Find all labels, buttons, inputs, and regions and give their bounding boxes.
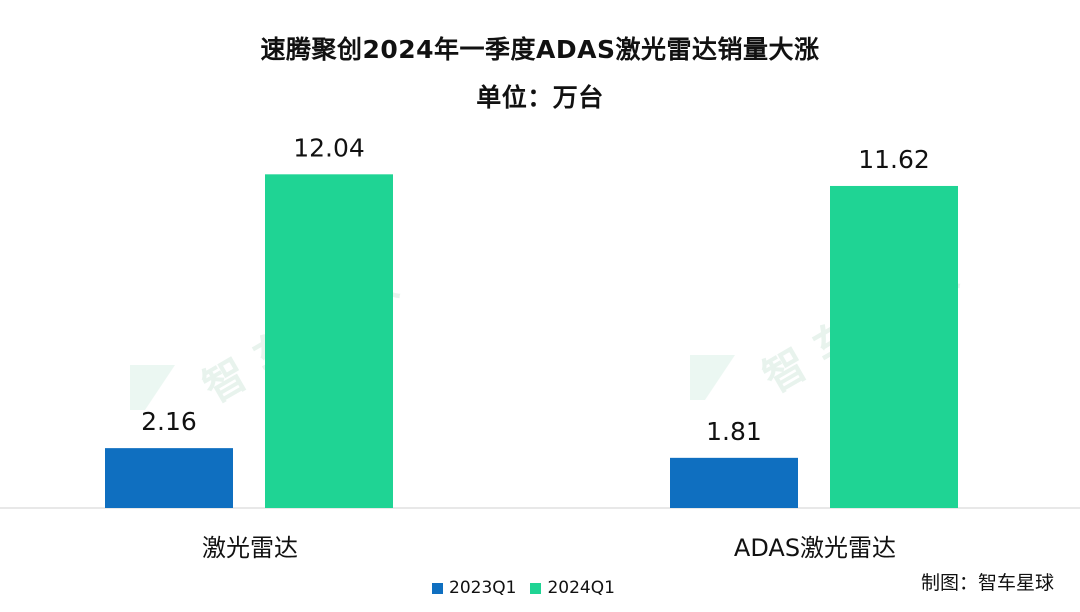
data-label: 2.16	[141, 407, 197, 436]
legend: 2023Q1 2024Q1	[432, 578, 629, 598]
legend-label: 2023Q1	[449, 578, 517, 598]
bar-2023Q1-1	[670, 457, 798, 508]
data-label: 1.81	[706, 417, 762, 446]
legend-label: 2024Q1	[547, 578, 615, 598]
bar-2024Q1-1	[830, 185, 958, 508]
bar-2024Q1-0	[265, 174, 393, 508]
category-label: ADAS激光雷达	[733, 534, 897, 562]
category-label: 激光雷达	[202, 534, 298, 562]
legend-swatch	[432, 582, 443, 594]
legend-item: 2024Q1	[530, 578, 615, 598]
chart-title: 速腾聚创2024年一季度ADAS激光雷达销量大涨	[260, 35, 820, 64]
legend-item: 2023Q1	[432, 578, 516, 598]
data-label: 11.62	[858, 145, 930, 174]
data-label: 12.04	[293, 133, 365, 162]
bar-2023Q1-0	[105, 448, 233, 508]
chart-subtitle: 单位：万台	[476, 83, 604, 112]
legend-swatch	[530, 582, 542, 594]
chart-credit: 制图：智车星球	[920, 572, 1054, 594]
